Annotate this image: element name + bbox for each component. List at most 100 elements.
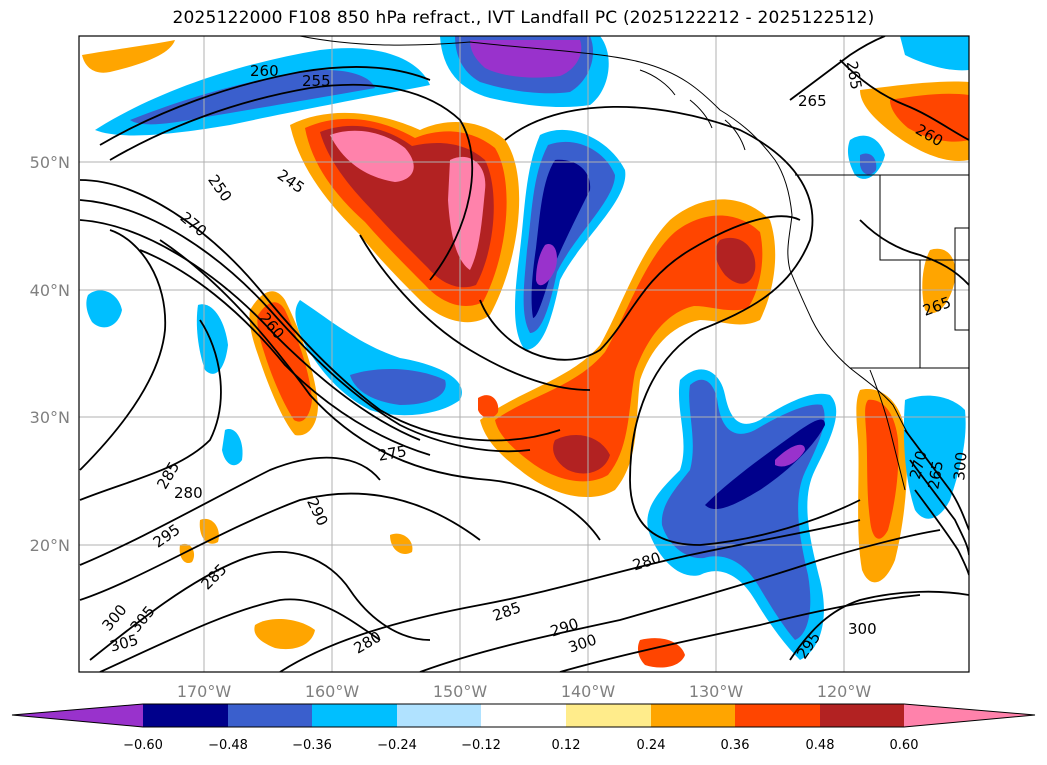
contour-d: [79, 199, 531, 453]
lat-tick-label: 20°N: [30, 536, 70, 555]
lat-tick-label: 30°N: [30, 408, 70, 427]
state-border-1: [879, 175, 969, 261]
colorbar-segment: [312, 704, 397, 727]
lat-tick-label: 50°N: [30, 153, 70, 172]
neg-east-coast: [903, 395, 966, 519]
colorbar-segment: [651, 704, 735, 727]
map-title: 2025122000 F108 850 hPa refract., IVT La…: [172, 8, 875, 28]
contour-label: 260: [250, 62, 279, 80]
refractivity-contours: [79, 36, 969, 672]
contour-g: [159, 239, 601, 541]
colorbar-tick-label: 0.24: [637, 738, 666, 753]
lon-tick-label: 170°W: [177, 682, 232, 701]
colorbar-tick-label: 0.36: [721, 738, 750, 753]
contour-label: 280: [174, 484, 203, 502]
neg-patch-left-1: [86, 290, 122, 328]
pos-patch-a: [254, 618, 315, 650]
contour-z: [859, 219, 969, 286]
pos-spot-a: [478, 395, 499, 418]
contour-c: [79, 179, 561, 442]
contour-l: [79, 319, 222, 501]
colorbar-tick-label: 0.60: [890, 738, 919, 753]
pos-patch-e: [390, 533, 413, 555]
map-panel: 260 255 265 265 260 250 245 270 260 275 …: [79, 36, 970, 672]
neg-se-band-core: [775, 444, 805, 467]
neg-center-column-core: [536, 244, 557, 286]
colorbar-segment: [566, 704, 651, 727]
neg-band-north-inner: [130, 69, 375, 125]
lon-tick-label: 120°W: [817, 682, 872, 701]
pos-patch-f: [82, 40, 175, 73]
pos-patch-c: [179, 543, 195, 564]
lat-tick-label: 40°N: [30, 281, 70, 300]
lat-tick-labels: 50°N 40°N 30°N 20°N: [30, 153, 70, 555]
map-frame: [78, 35, 970, 673]
contour-v: [909, 459, 969, 556]
colorbar-segment: [228, 704, 312, 727]
colorbar-segment: [481, 704, 566, 727]
colorbar-segment: [143, 704, 228, 727]
colorbar-tick-label: 0.48: [806, 738, 835, 753]
neg-top-center-core: [470, 40, 582, 78]
colorbar-outline: [11, 703, 1036, 728]
colorbar-tick-label: −0.24: [377, 738, 417, 753]
contour-label: 275: [377, 442, 408, 465]
lon-tick-label: 140°W: [561, 682, 616, 701]
colorbar-tick-label: −0.48: [208, 738, 248, 753]
neg-patch-left-3: [222, 429, 243, 466]
contour-t: [789, 590, 969, 661]
coastlines: [299, 36, 969, 491]
colorbar-tick-label: −0.36: [292, 738, 332, 753]
contour-p: [99, 598, 381, 672]
neg-mid-band-2: [350, 368, 446, 405]
contour-label: 265: [798, 92, 827, 110]
contour-w: [914, 489, 969, 576]
contour-m: [79, 456, 381, 566]
state-box: [954, 227, 969, 331]
lon-tick-label: 160°W: [305, 682, 360, 701]
contour-n: [79, 492, 481, 601]
contour-a: [99, 66, 431, 146]
contour-y: [789, 36, 886, 101]
contour-r: [419, 529, 941, 672]
contour-label: 300: [950, 451, 970, 481]
colorbar: −0.60 −0.48 −0.36 −0.24 −0.12 0.12 0.24 …: [11, 703, 1036, 753]
coastline-islands: [639, 69, 746, 151]
pos-blob-north-4: [330, 130, 486, 270]
neg-se-band-3: [705, 419, 825, 510]
pos-arc-3: [553, 237, 756, 474]
contour-k: [79, 229, 167, 471]
colorbar-tick-label: 0.12: [552, 738, 581, 753]
neg-patch-left-2: [196, 304, 228, 374]
coastline-baja: [869, 369, 906, 491]
colorbar-segment: [735, 704, 820, 727]
colorbar-extend-high: [904, 704, 1035, 727]
contour-j: [479, 215, 801, 361]
colorbar-segment: [397, 704, 481, 727]
lon-tick-label: 130°W: [689, 682, 744, 701]
contour-label: 255: [302, 72, 331, 90]
lon-tick-label: 150°W: [433, 682, 488, 701]
contour-o: [89, 551, 431, 661]
colorbar-tick-label: −0.12: [461, 738, 501, 753]
contour-label: 265: [843, 60, 866, 91]
contour-u: [904, 429, 969, 531]
neg-ne-top: [900, 36, 969, 71]
colorbar-extend-low: [12, 704, 143, 727]
pos-arc-2: [495, 215, 763, 482]
contour-x: [839, 59, 969, 141]
contour-label: 300: [848, 620, 877, 638]
contour-label: 265: [924, 459, 947, 490]
pos-east-coast-2: [865, 399, 899, 539]
pos-patch-b: [637, 638, 685, 668]
contour-s: [559, 594, 921, 672]
colorbar-segment: [820, 704, 904, 727]
neg-patch-right-2: [860, 153, 877, 175]
lon-tick-labels: 170°W 160°W 150°W 140°W 130°W 120°W: [177, 682, 872, 701]
filled-anomalies: [82, 36, 969, 668]
contour-i: [504, 105, 861, 546]
pos-patch-g: [922, 248, 956, 314]
contour-f: [139, 249, 431, 456]
contour-q: [279, 519, 861, 672]
